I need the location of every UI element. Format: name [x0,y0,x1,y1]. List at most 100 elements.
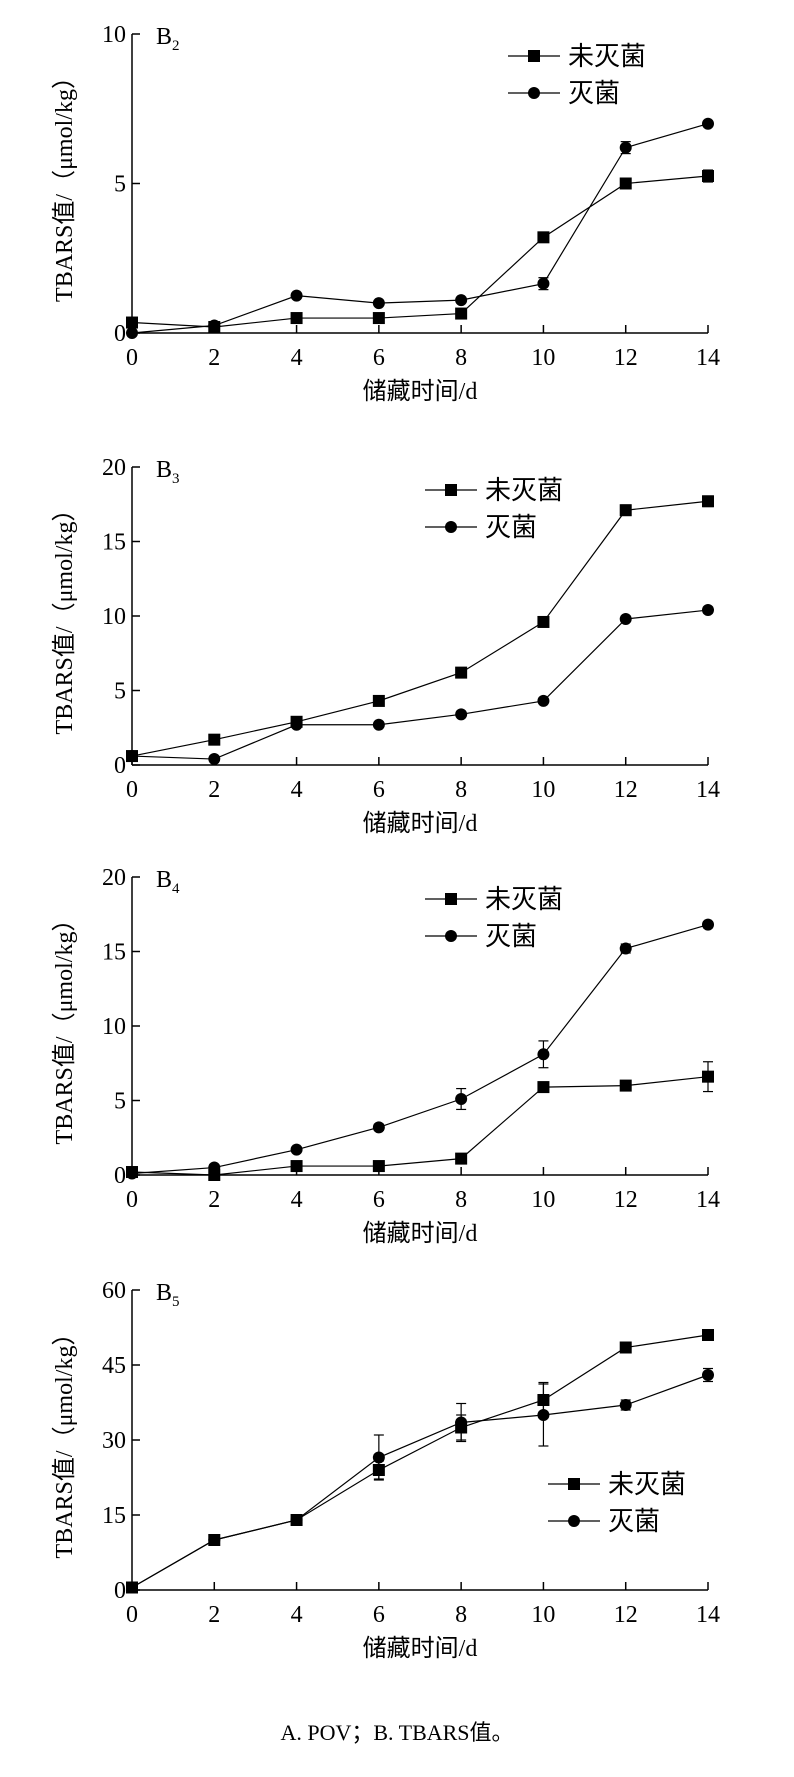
data-point-circle [208,753,221,766]
figure-caption: A. POV；B. TBARS值。 [280,1720,513,1745]
x-tick-label: 14 [696,777,720,803]
x-tick-label: 12 [614,777,638,803]
y-tick-label: 45 [102,1353,126,1379]
legend-marker-circle [445,521,457,533]
y-tick-label: 15 [102,940,126,966]
data-point-square [208,733,221,746]
data-point-square [455,307,468,320]
series-line-unsterilized [131,1334,709,1589]
panel-title: B4 [156,867,180,897]
x-tick-label: 12 [614,345,638,371]
y-tick-label: 10 [102,22,126,48]
y-tick-label: 15 [102,1503,126,1529]
x-tick-label: 0 [126,1602,138,1628]
data-point-circle [126,1167,138,1180]
series-line-sterilized [131,609,709,760]
data-point-square [372,312,385,325]
data-point-circle [455,294,468,307]
y-tick-label: 0 [114,1578,126,1604]
chart-panel-3: 0 5 10 15 20 0 2 4 6 8 10 12 14 储藏时间/d TBARS值/（μmol/kg… [51,865,720,1247]
data-point-circle [702,1369,714,1381]
data-point-circle [208,1161,221,1174]
data-point-circle [290,289,303,302]
y-tick-label: 10 [102,604,126,630]
y-tick-label: 10 [102,1014,126,1040]
legend-label: 灭菌 [485,513,537,542]
data-point-circle [537,277,550,290]
data-point-circle [126,750,138,763]
x-tick-label: 14 [696,345,720,371]
y-axis-label: TBARS值/（μmol/kg） [51,908,78,1145]
y-tick-label: 20 [102,455,126,481]
legend-label: 未灭菌 [608,1470,686,1499]
data-point-circle [455,708,468,721]
series-line-sterilized [131,1374,709,1589]
x-axis-label: 储藏时间/d [363,378,478,405]
data-point-circle [537,1048,550,1061]
legend-label: 未灭菌 [485,476,563,505]
y-tick-label: 60 [102,1278,126,1304]
panel-title-subscript: 2 [172,38,180,54]
data-point-square [702,170,714,183]
legend-marker-circle [445,930,457,942]
legend-label: 灭菌 [485,922,537,951]
data-point-square [619,177,632,190]
y-axis-label: TBARS值/（μmol/kg） [51,1322,78,1559]
series-line-sterilized [131,123,709,334]
x-tick-label: 2 [208,1187,220,1213]
x-tick-label: 6 [373,345,385,371]
y-tick-label: 5 [114,1089,126,1115]
data-point-circle [372,1121,385,1134]
data-point-circle [537,1409,550,1421]
data-point-square [372,1160,385,1173]
data-point-circle [702,918,714,931]
y-tick-label: 5 [114,679,126,705]
x-tick-label: 2 [208,1602,220,1628]
y-tick-label: 0 [114,753,126,779]
data-point-square [290,1160,303,1173]
legend-label: 灭菌 [568,79,620,108]
y-tick-label: 0 [114,321,126,347]
x-tick-label: 4 [291,1602,303,1628]
panel-title-subscript: 3 [172,471,180,487]
x-tick-label: 4 [291,777,303,803]
data-point-square [702,1329,714,1341]
x-tick-label: 12 [614,1187,638,1213]
series-line-sterilized [131,924,709,1175]
x-axis-label: 储藏时间/d [363,810,478,837]
panel-title: B3 [156,457,180,487]
data-point-square [619,1079,632,1092]
series-line-unsterilized [131,1076,709,1176]
legend-marker-circle [528,87,540,99]
legend-marker-circle [568,1515,580,1527]
data-point-circle [126,1581,138,1594]
x-tick-label: 10 [531,777,555,803]
legend-marker-square [445,484,457,496]
y-tick-label: 30 [102,1428,126,1454]
legend-marker-square [445,893,457,905]
data-point-circle [208,319,221,332]
x-tick-label: 2 [208,777,220,803]
x-tick-label: 8 [455,1187,467,1213]
legend-label: 未灭菌 [568,42,646,71]
data-point-square [455,666,468,679]
data-point-circle [126,327,138,339]
x-tick-label: 0 [126,345,138,371]
data-point-circle [619,612,632,625]
y-axis-label: TBARS值/（μmol/kg） [51,498,78,735]
data-point-square [537,231,550,244]
y-axis-label: TBARS值/（μmol/kg） [51,65,78,302]
x-tick-label: 6 [373,777,385,803]
data-point-square [702,1070,714,1083]
series-line-unsterilized [131,175,709,328]
panel-title: B5 [156,1280,180,1310]
data-point-square [619,1341,632,1354]
data-point-circle [372,718,385,731]
legend-label: 灭菌 [608,1507,660,1536]
data-point-circle [702,604,714,617]
panel-title-subscript: 5 [172,1294,180,1310]
legend-marker-square [528,50,540,62]
data-point-circle [619,141,632,154]
data-point-square [290,312,303,325]
